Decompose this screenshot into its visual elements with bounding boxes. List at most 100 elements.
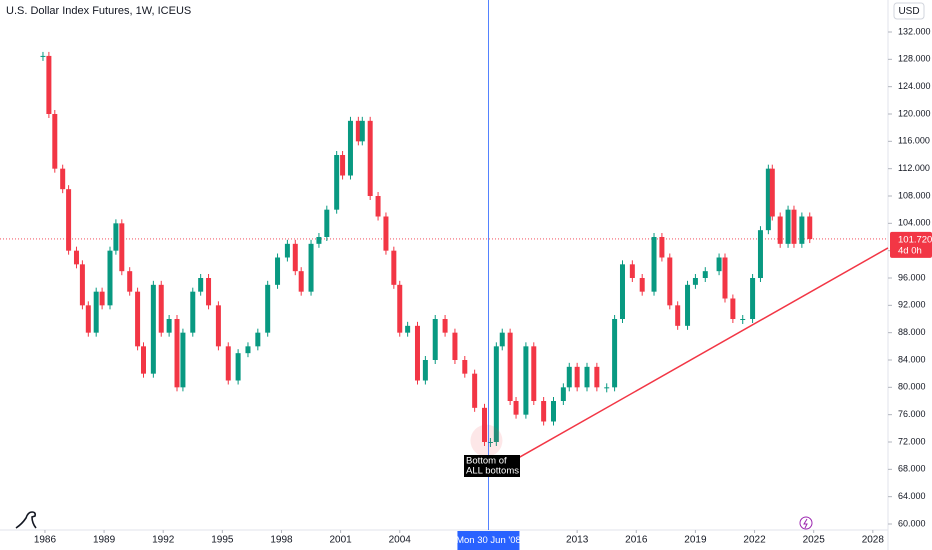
x-tick-label: 1989 (93, 535, 116, 546)
candle-body (347, 120, 353, 176)
candle-body (482, 407, 488, 442)
candle-body (383, 216, 389, 251)
candle-body (531, 346, 537, 401)
x-tick-label: 1986 (34, 535, 57, 546)
candle-body (513, 401, 519, 415)
candle-body (174, 319, 180, 388)
alert-bolt (803, 518, 808, 529)
candle-body (99, 291, 105, 306)
candle-body (594, 366, 600, 388)
candle-body (324, 209, 330, 237)
y-tick-label: 116.000 (898, 136, 930, 146)
candle-body (566, 366, 572, 388)
candle-body (359, 120, 365, 142)
candle-body (46, 55, 52, 114)
candle-body (367, 120, 373, 196)
last-price-label: 101.720 (898, 234, 932, 245)
candle-body (667, 257, 673, 306)
candle-body (740, 319, 746, 320)
candle-body (397, 284, 403, 333)
candle-body (462, 360, 468, 374)
candle-body (541, 401, 547, 422)
candle-body (79, 264, 85, 306)
candle-body (574, 366, 580, 388)
candle-body (206, 278, 212, 306)
currency-label[interactable]: USD (898, 6, 919, 17)
candle-body (716, 257, 722, 272)
trend-line (517, 247, 889, 459)
candle-body (442, 319, 448, 333)
candle-body (52, 114, 58, 169)
candle-body (702, 271, 708, 278)
x-tick-label: 2019 (684, 535, 707, 546)
candle-body (215, 305, 221, 347)
countdown-label: 4d 0h (898, 245, 922, 256)
candle-body (807, 216, 813, 240)
y-tick-label: 112.000 (898, 163, 930, 173)
crosshair-label-bg (457, 531, 520, 550)
x-tick-label: 2004 (389, 535, 412, 546)
candle-body (612, 319, 618, 388)
last-price-bg (890, 231, 932, 258)
y-tick-label: 60.000 (898, 518, 926, 528)
candle-body (499, 332, 505, 347)
highlight (470, 424, 503, 457)
candle-body (507, 332, 513, 401)
y-tick-label: 80.000 (898, 382, 926, 392)
currency-button[interactable] (893, 2, 925, 20)
candle-body (391, 250, 397, 285)
candle-body (316, 237, 322, 244)
candle-body (757, 230, 763, 278)
candle-body (140, 346, 146, 374)
annotation-bg (464, 455, 520, 477)
candle-body (659, 237, 665, 258)
candle-body (422, 360, 428, 381)
candle-body (180, 332, 186, 388)
candle-body (225, 346, 231, 381)
candle-body (275, 257, 281, 285)
candle-body (198, 278, 204, 292)
y-tick-label: 96.000 (898, 272, 926, 282)
candle-body (135, 291, 141, 347)
candle-body (604, 387, 610, 389)
candle-body (799, 216, 805, 244)
candle-body (692, 278, 698, 285)
y-tick-label: 72.000 (898, 436, 926, 446)
x-tick-label: 1998 (270, 535, 293, 546)
candle-body (150, 284, 156, 374)
y-tick-label: 76.000 (898, 409, 926, 419)
candle-body (284, 243, 290, 258)
annotation-text: ALL bottoms (466, 466, 519, 477)
candle-body (190, 291, 196, 333)
candle-body (550, 401, 556, 422)
candle-body (292, 243, 298, 272)
candle-body (785, 209, 791, 244)
alert-icon[interactable] (799, 516, 813, 530)
candle-body (722, 257, 728, 299)
candle-body (375, 196, 381, 217)
candle-body (639, 278, 645, 292)
x-tick-label: 2025 (803, 535, 826, 546)
y-tick-label: 124.000 (898, 81, 931, 91)
candle-body (432, 319, 438, 360)
candle-body (675, 305, 681, 326)
candle-body (93, 291, 99, 333)
candle-body (265, 284, 271, 333)
candle-body (255, 332, 261, 347)
y-tick-label: 88.000 (898, 327, 926, 337)
x-tick-label: 2022 (743, 535, 766, 546)
candle-body (791, 209, 797, 244)
candle-body (340, 155, 346, 176)
candle-body (127, 271, 133, 292)
crosshair-label: Mon 30 Jun '08 (456, 535, 521, 546)
candle-body (334, 155, 340, 210)
candle-body (730, 298, 736, 319)
candle-body (113, 223, 119, 251)
candle-body (40, 55, 46, 57)
candle-body (452, 332, 458, 360)
candle-body (245, 346, 251, 354)
x-tick-label: 2001 (329, 535, 352, 546)
candle-body (472, 373, 478, 408)
chart-title: U.S. Dollar Index Futures, 1W, ICEUS (6, 5, 191, 17)
